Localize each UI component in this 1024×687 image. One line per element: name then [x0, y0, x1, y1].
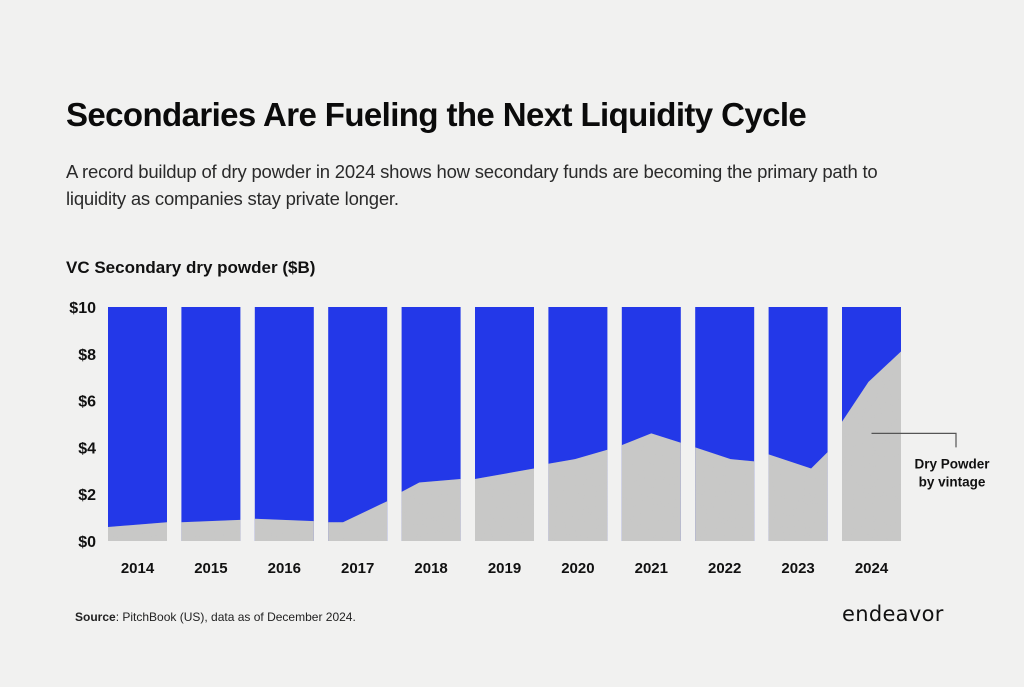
x-tick-label: 2020	[561, 560, 594, 577]
x-tick-label: 2017	[341, 560, 374, 577]
x-tick-label: 2014	[121, 560, 155, 577]
dry-powder-area-2016	[254, 518, 314, 541]
x-tick-label: 2019	[488, 560, 521, 577]
x-tick-label: 2016	[268, 560, 301, 577]
x-tick-label: 2018	[414, 560, 447, 577]
x-tick-label: 2021	[635, 560, 668, 577]
page-subtitle: A record buildup of dry powder in 2024 s…	[66, 161, 878, 209]
dry-powder-area-2020	[548, 449, 608, 541]
source-text: : PitchBook (US), data as of December 20…	[115, 610, 356, 624]
annotation: Dry Powder by vintage	[871, 432, 990, 489]
dry-powder-area-2017	[328, 501, 388, 541]
bar-2015	[181, 307, 241, 541]
bar-remaining-2016	[254, 307, 314, 541]
x-axis: 2014 2015 2016 2017 2018 2019 2020 2021 2022 2023…	[121, 560, 889, 577]
bar-2020	[548, 307, 608, 541]
bar-2022	[695, 307, 755, 541]
bar-remaining-2017	[328, 307, 388, 541]
page-title: Secondaries Are Fueling the Next Liquidi…	[66, 96, 807, 133]
y-tick-label: $10	[69, 300, 96, 317]
annotation-label-line2: by vintage	[919, 474, 986, 489]
x-tick-label: 2022	[708, 560, 741, 577]
bar-2024	[842, 307, 901, 541]
dry-powder-area-2021	[621, 433, 681, 541]
y-tick-label: $2	[78, 487, 96, 504]
annotation-label-line1: Dry Powder	[914, 456, 990, 471]
bar-remaining-2014	[108, 307, 167, 541]
bar-2018	[401, 307, 461, 541]
y-tick-label: $4	[78, 440, 96, 457]
dry-powder-area-2018	[401, 479, 461, 541]
dry-powder-area-2024	[842, 351, 901, 541]
bar-2023	[768, 307, 828, 541]
dry-powder-area-2022	[695, 447, 755, 541]
y-axis: $0 $2 $4 $6 $8 $10	[69, 300, 96, 551]
y-tick-label: $0	[78, 534, 96, 551]
dry-powder-area-2019	[475, 468, 534, 541]
bar-2019	[475, 307, 534, 541]
source-label: Source	[75, 610, 116, 624]
y-tick-label: $8	[78, 347, 96, 364]
x-tick-label: 2015	[194, 560, 227, 577]
bar-2017	[328, 307, 388, 541]
y-tick-label: $6	[78, 394, 96, 411]
bars	[108, 307, 901, 541]
chart-title: VC Secondary dry powder ($B)	[66, 258, 316, 277]
x-tick-label: 2024	[855, 560, 889, 577]
bar-2016	[254, 307, 314, 541]
annotation-leader-line	[871, 432, 957, 448]
dry-powder-area-2014	[108, 522, 167, 541]
x-tick-label: 2023	[781, 560, 814, 577]
source-note: Source: PitchBook (US), data as of Decem…	[75, 610, 356, 624]
endeavor-logo: endeavor	[842, 602, 944, 626]
dry-powder-area-2023	[768, 452, 828, 541]
dry-powder-area-2015	[181, 519, 241, 541]
bar-2014	[108, 307, 167, 541]
bar-2021	[621, 307, 681, 541]
bar-remaining-2015	[181, 307, 241, 541]
